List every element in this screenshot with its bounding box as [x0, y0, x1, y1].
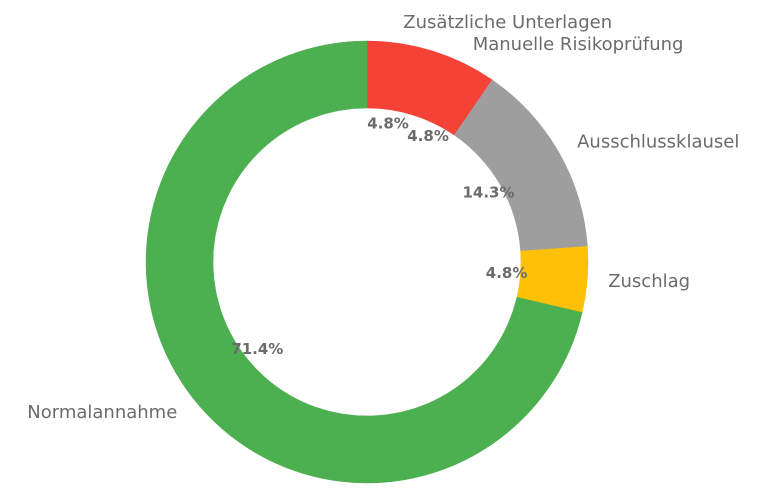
pct-label-manuelle-risikopruefung: 4.8%: [407, 127, 449, 145]
slice-label-zusaetzliche-unterlagen: Zusätzliche Unterlagen: [403, 12, 612, 33]
slice-label-zuschlag: Zuschlag: [608, 271, 690, 292]
pct-label-ausschlussklausel: 14.3%: [462, 184, 514, 202]
pct-label-zusaetzliche-unterlagen: 4.8%: [367, 115, 409, 133]
slice-normalannahme: [145, 40, 583, 484]
slice-label-manuelle-risikopruefung: Manuelle Risikoprüfung: [473, 34, 684, 55]
slice-label-ausschlussklausel: Ausschlussklausel: [577, 131, 739, 152]
labels-layer: 4.8% Zusätzliche Unterlagen 4.8% Manuelle R…: [27, 12, 739, 423]
slices-layer: [145, 40, 589, 484]
pct-label-normalannahme: 71.4%: [231, 340, 283, 358]
slice-label-normalannahme: Normalannahme: [27, 402, 177, 423]
pct-label-zuschlag: 4.8%: [486, 264, 528, 282]
